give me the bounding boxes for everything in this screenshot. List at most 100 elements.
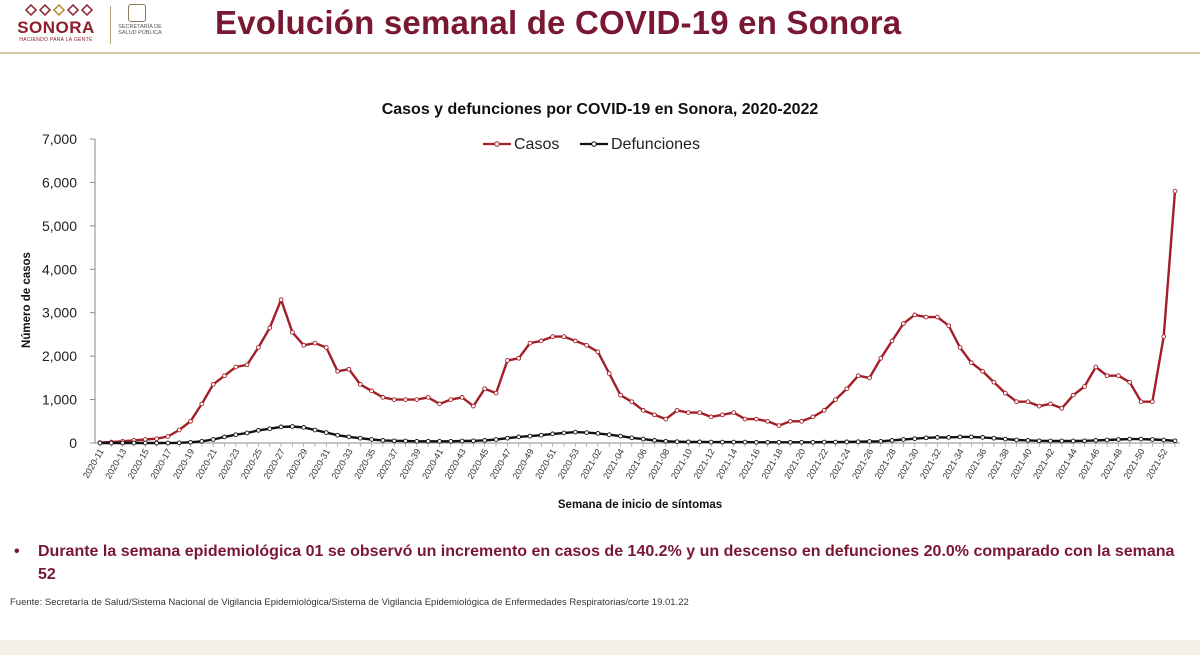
x-tick-label: 2020-53 [556,447,581,481]
series-casos-point [844,386,850,392]
series-casos-point [584,342,589,348]
header: SONORA HACIENDO PARA LA GENTE SECRETARÍA… [0,0,1200,48]
series-defunciones-point [369,437,374,442]
header-divider [0,52,1200,54]
series-casos-point [312,340,318,346]
series-defunciones-point [1070,438,1076,444]
series-casos-point [1070,392,1076,398]
series-casos-point [527,340,533,346]
x-tick-label: 2021-48 [1099,447,1124,481]
x-tick-label: 2020-29 [284,447,309,481]
series-defunciones-point [572,429,578,435]
series-defunciones-point [606,432,612,438]
series-defunciones-point [663,438,669,444]
series-defunciones-point [640,436,646,442]
series-casos-point [278,297,284,303]
covid-line-chart: Casos y defunciones por COVID-19 en Sono… [21,101,1180,511]
series-defunciones-point [889,438,895,443]
x-tick-label: 2020-47 [488,447,513,481]
series-casos-point [1082,384,1087,389]
series-defunciones-point [618,433,623,439]
series-defunciones-point [799,439,804,445]
series-defunciones-point [742,439,748,445]
series-defunciones-point [448,438,454,444]
y-tick-label: 2,000 [42,348,77,364]
series-casos-point [538,338,544,344]
y-tick-label: 6,000 [42,174,77,190]
x-tick-label: 2021-10 [669,447,694,481]
series-casos-point [799,418,804,424]
series-casos-point [720,412,725,418]
series-casos-point [414,397,420,402]
series-defunciones-point [493,437,499,442]
legend-label-casos: Casos [514,136,559,153]
series-casos-point [821,408,827,413]
series-defunciones-point [1116,437,1121,442]
y-tick-label: 0 [69,435,77,451]
series-casos-point [572,338,578,344]
x-tick-label: 2020-49 [511,447,536,481]
series-defunciones-point [188,439,193,445]
series-defunciones-point [403,438,408,444]
series-defunciones-point [471,438,476,444]
series-casos-point [980,368,985,374]
series-defunciones-point [176,440,182,446]
note-bullet: • [14,543,20,560]
sonora-logo: SONORA HACIENDO PARA LA GENTE SECRETARÍA… [6,2,162,46]
y-tick-label: 4,000 [42,261,77,277]
x-tick-label: 2020-41 [420,447,445,481]
series-casos-point [731,410,737,415]
series-defunciones-point [1002,436,1008,442]
series-casos-point [222,373,227,379]
series-casos-point [1002,390,1008,396]
note-text: Durante la semana epidemiológica 01 se o… [38,543,1175,583]
series-group [97,188,1178,446]
x-tick-label: 2021-20 [782,447,807,481]
series-defunciones-point [765,439,770,445]
x-tick-label: 2020-39 [397,447,422,481]
series-casos-point [1161,334,1167,339]
series-casos-point [233,364,239,370]
x-tick-label: 2020-51 [533,447,558,481]
series-casos-point [618,392,623,398]
series-defunciones-point [1127,436,1133,442]
x-tick-label: 2021-12 [692,447,717,481]
series-casos-point [957,345,963,350]
x-tick-label: 2021-38 [986,447,1011,481]
series-casos-point [1172,188,1178,194]
series-defunciones-point [301,425,307,430]
series-defunciones-point [290,424,295,429]
x-tick-label: 2020-13 [103,447,128,481]
series-defunciones-point [833,439,838,445]
series-casos-point [346,366,352,372]
series-defunciones-point [776,439,782,445]
x-tick-label: 2021-24 [827,447,852,481]
x-tick-label: 2021-40 [1008,447,1033,481]
series-defunciones-point [233,432,239,438]
series-defunciones-point [312,427,318,433]
series-casos-point [629,399,635,405]
series-defunciones-point [753,439,759,445]
series-defunciones-point [550,431,555,437]
series-casos-point [697,410,703,415]
series-casos-point [335,368,340,374]
series-casos-point [968,360,974,366]
series-casos-point [391,397,397,402]
series-defunciones-line [100,425,1176,445]
y-tick-label: 1,000 [42,392,77,408]
series-defunciones-point [165,440,171,446]
series-defunciones-point [980,435,985,440]
x-tick-label: 2021-16 [737,447,762,481]
series-defunciones-point [120,440,125,446]
series-casos-point [833,397,838,402]
series-defunciones-point [391,438,397,444]
series-casos-point [1093,364,1099,370]
series-casos-point [1150,399,1155,405]
series-defunciones-point [1138,436,1144,442]
page-title: Evolución semanal de COVID-19 en Sonora [215,4,902,41]
x-tick-label: 2020-33 [330,447,355,481]
x-tick-label: 2021-04 [601,447,626,481]
series-casos-point [482,386,488,392]
series-defunciones-point [1172,438,1178,444]
series-casos-point [267,325,273,331]
